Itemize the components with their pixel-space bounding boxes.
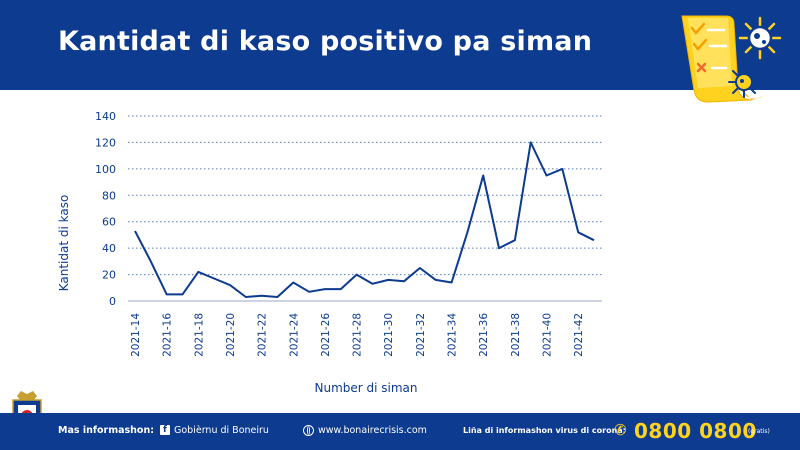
- x-axis-label: Number di siman: [314, 381, 417, 395]
- series-line: [134, 141, 595, 298]
- facebook-link[interactable]: Gobièrnu di Boneiru: [174, 425, 269, 436]
- x-tick-label: 2021-24: [288, 313, 300, 357]
- x-tick-label: 2021-16: [162, 313, 174, 357]
- y-tick-label: 60: [102, 216, 116, 229]
- x-tick-label: 2021-32: [415, 313, 427, 357]
- hotline-label: Liña di informashon virus di corona:: [463, 426, 626, 435]
- hotline-number[interactable]: 0800 0800: [634, 419, 757, 443]
- x-tick-label: 2021-30: [383, 313, 395, 357]
- more-info-label: Mas informashon:: [58, 425, 155, 436]
- y-tick-label: 100: [95, 163, 116, 176]
- x-tick-label: 2021-20: [225, 313, 237, 357]
- x-tick-label: 2021-34: [447, 313, 459, 357]
- x-tick-label: 2021-42: [573, 313, 585, 357]
- x-tick-label: 2021-28: [352, 313, 364, 357]
- x-tick-label: 2021-22: [257, 313, 269, 357]
- y-tick-label: 140: [95, 110, 116, 123]
- globe-icon: [303, 425, 314, 436]
- x-tick-label: 2021-36: [478, 313, 490, 357]
- checklist-virus-illustration: [681, 15, 782, 103]
- line-chart: 0 20 40 60 80 100 120 140 2021-14 2021-16 2021-18…: [57, 110, 602, 395]
- x-tick-label: 2021-18: [193, 313, 205, 357]
- x-tick-label: 2021-38: [510, 313, 522, 357]
- y-tick-label: 80: [102, 189, 116, 202]
- y-tick-label: 0: [109, 295, 116, 308]
- y-axis-label: Kantidat di kaso: [57, 195, 71, 292]
- x-tick-label: 2021-14: [130, 313, 142, 357]
- y-tick-label: 20: [102, 269, 116, 282]
- footer-bar: Mas informashon: f Gobièrnu di Boneiru w…: [0, 413, 800, 450]
- header-bar: Kantidat di kaso positivo pa siman: [0, 0, 800, 90]
- y-tick-label: 40: [102, 242, 116, 255]
- x-tick-label: 2021-40: [542, 313, 554, 357]
- facebook-icon[interactable]: f: [160, 425, 170, 435]
- x-tick-label: 2021-26: [320, 313, 332, 357]
- y-tick-label: 120: [95, 136, 116, 149]
- website-link[interactable]: www.bonairecrisis.com: [318, 425, 427, 436]
- page-title: Kantidat di kaso positivo pa siman: [58, 26, 593, 57]
- gratis-note: (gratis): [748, 428, 770, 435]
- phone-icon: ✆: [614, 421, 627, 439]
